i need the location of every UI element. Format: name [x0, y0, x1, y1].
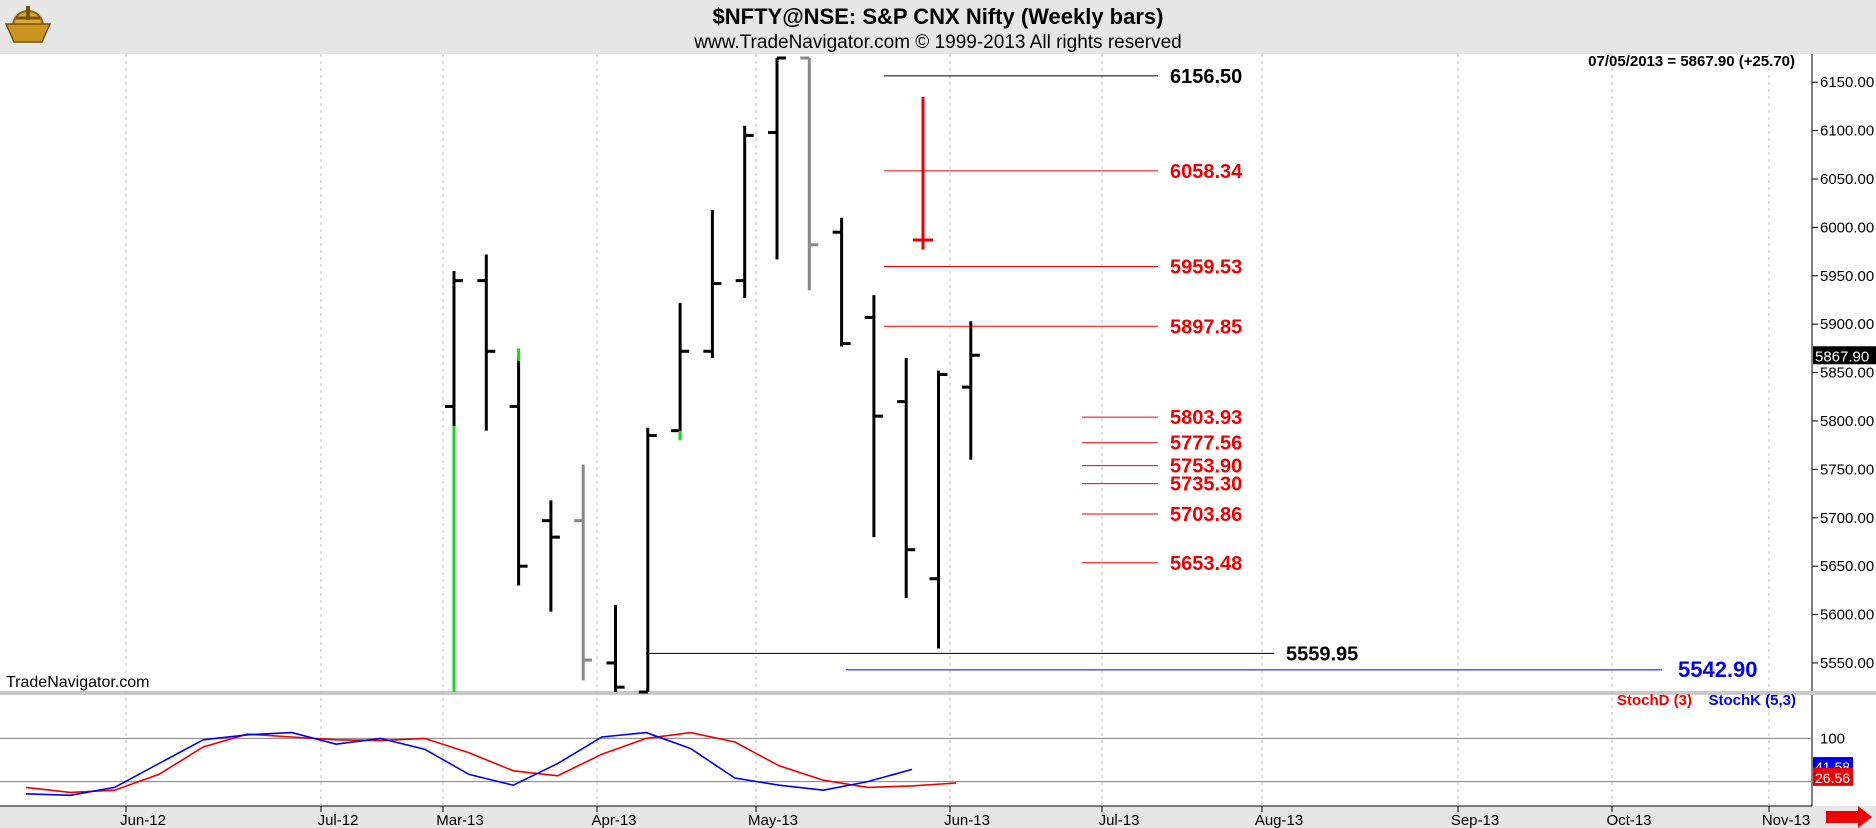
header-band	[0, 0, 1876, 54]
y-tick-label: 6150.00	[1820, 74, 1874, 91]
level-label: 5703.86	[1170, 504, 1242, 526]
chart-subtitle: www.TradeNavigator.com © 1999-2013 All r…	[694, 32, 1182, 53]
x-axis-band	[0, 806, 1876, 828]
level-label: 5777.56	[1170, 433, 1242, 455]
level-label: 6156.50	[1170, 66, 1242, 88]
x-tick-label: May-13	[748, 812, 798, 828]
last-price-label: 5867.90	[1815, 348, 1869, 365]
y-tick-label: 5650.00	[1820, 558, 1874, 575]
level-label: 5735.30	[1170, 474, 1242, 496]
chart-title: $NFTY@NSE: S&P CNX Nifty (Weekly bars)	[712, 4, 1164, 29]
y-tick-label: 5750.00	[1820, 461, 1874, 478]
logo-icon	[2, 2, 54, 57]
y-tick-label: 5600.00	[1820, 607, 1874, 624]
x-tick-label: Mar-13	[436, 812, 484, 828]
x-tick-label: Oct-13	[1606, 812, 1651, 828]
last-price-box	[1813, 346, 1876, 365]
y-tick-label: 5900.00	[1820, 316, 1874, 333]
level-label: 5653.48	[1170, 553, 1242, 575]
y-tick-label: 5800.00	[1820, 413, 1874, 430]
x-tick-label: Jun-13	[944, 812, 990, 828]
level-label: 5542.90	[1678, 657, 1758, 682]
level-label: 6058.34	[1170, 161, 1243, 183]
stoch-d-value-box	[1813, 767, 1853, 786]
brand-label: TradeNavigator.com	[6, 674, 150, 691]
x-tick-label: Jul-12	[318, 812, 359, 828]
stoch-series-line	[25, 731, 913, 797]
legend-stoch-k: StochK (5,3)	[1708, 692, 1796, 709]
x-tick-label: Sep-13	[1451, 812, 1499, 828]
level-label: 5959.53	[1170, 257, 1242, 279]
y-tick-label: 5700.00	[1820, 510, 1874, 527]
y-tick-label: 6050.00	[1820, 171, 1874, 188]
y-tick-label: 5550.00	[1820, 655, 1874, 672]
level-label: 5803.93	[1170, 407, 1242, 429]
stoch-y-tick-label: 100	[1820, 730, 1845, 747]
level-label: 5897.85	[1170, 316, 1242, 338]
x-tick-label: Nov-13	[1762, 812, 1810, 828]
x-tick-label: Jun-12	[120, 812, 166, 828]
last-bar-info: 07/05/2013 = 5867.90 (+25.70)	[1588, 53, 1795, 70]
x-tick-label: Apr-13	[591, 812, 636, 828]
level-label: 5559.95	[1286, 643, 1358, 665]
stoch-d-value: 26.56	[1815, 770, 1850, 786]
legend-stoch-d: StochD (3)	[1617, 692, 1692, 709]
y-tick-label: 5850.00	[1820, 365, 1874, 382]
scroll-right-arrow-icon	[1826, 806, 1872, 828]
x-tick-label: Aug-13	[1255, 812, 1303, 828]
stoch-series-line	[25, 731, 957, 794]
x-tick-label: Jul-13	[1099, 812, 1140, 828]
y-axis-band	[1812, 54, 1876, 806]
y-tick-label: 5950.00	[1820, 268, 1874, 285]
level-label: 5753.90	[1170, 456, 1242, 478]
y-tick-label: 6100.00	[1820, 123, 1874, 140]
y-tick-label: 6000.00	[1820, 219, 1874, 236]
